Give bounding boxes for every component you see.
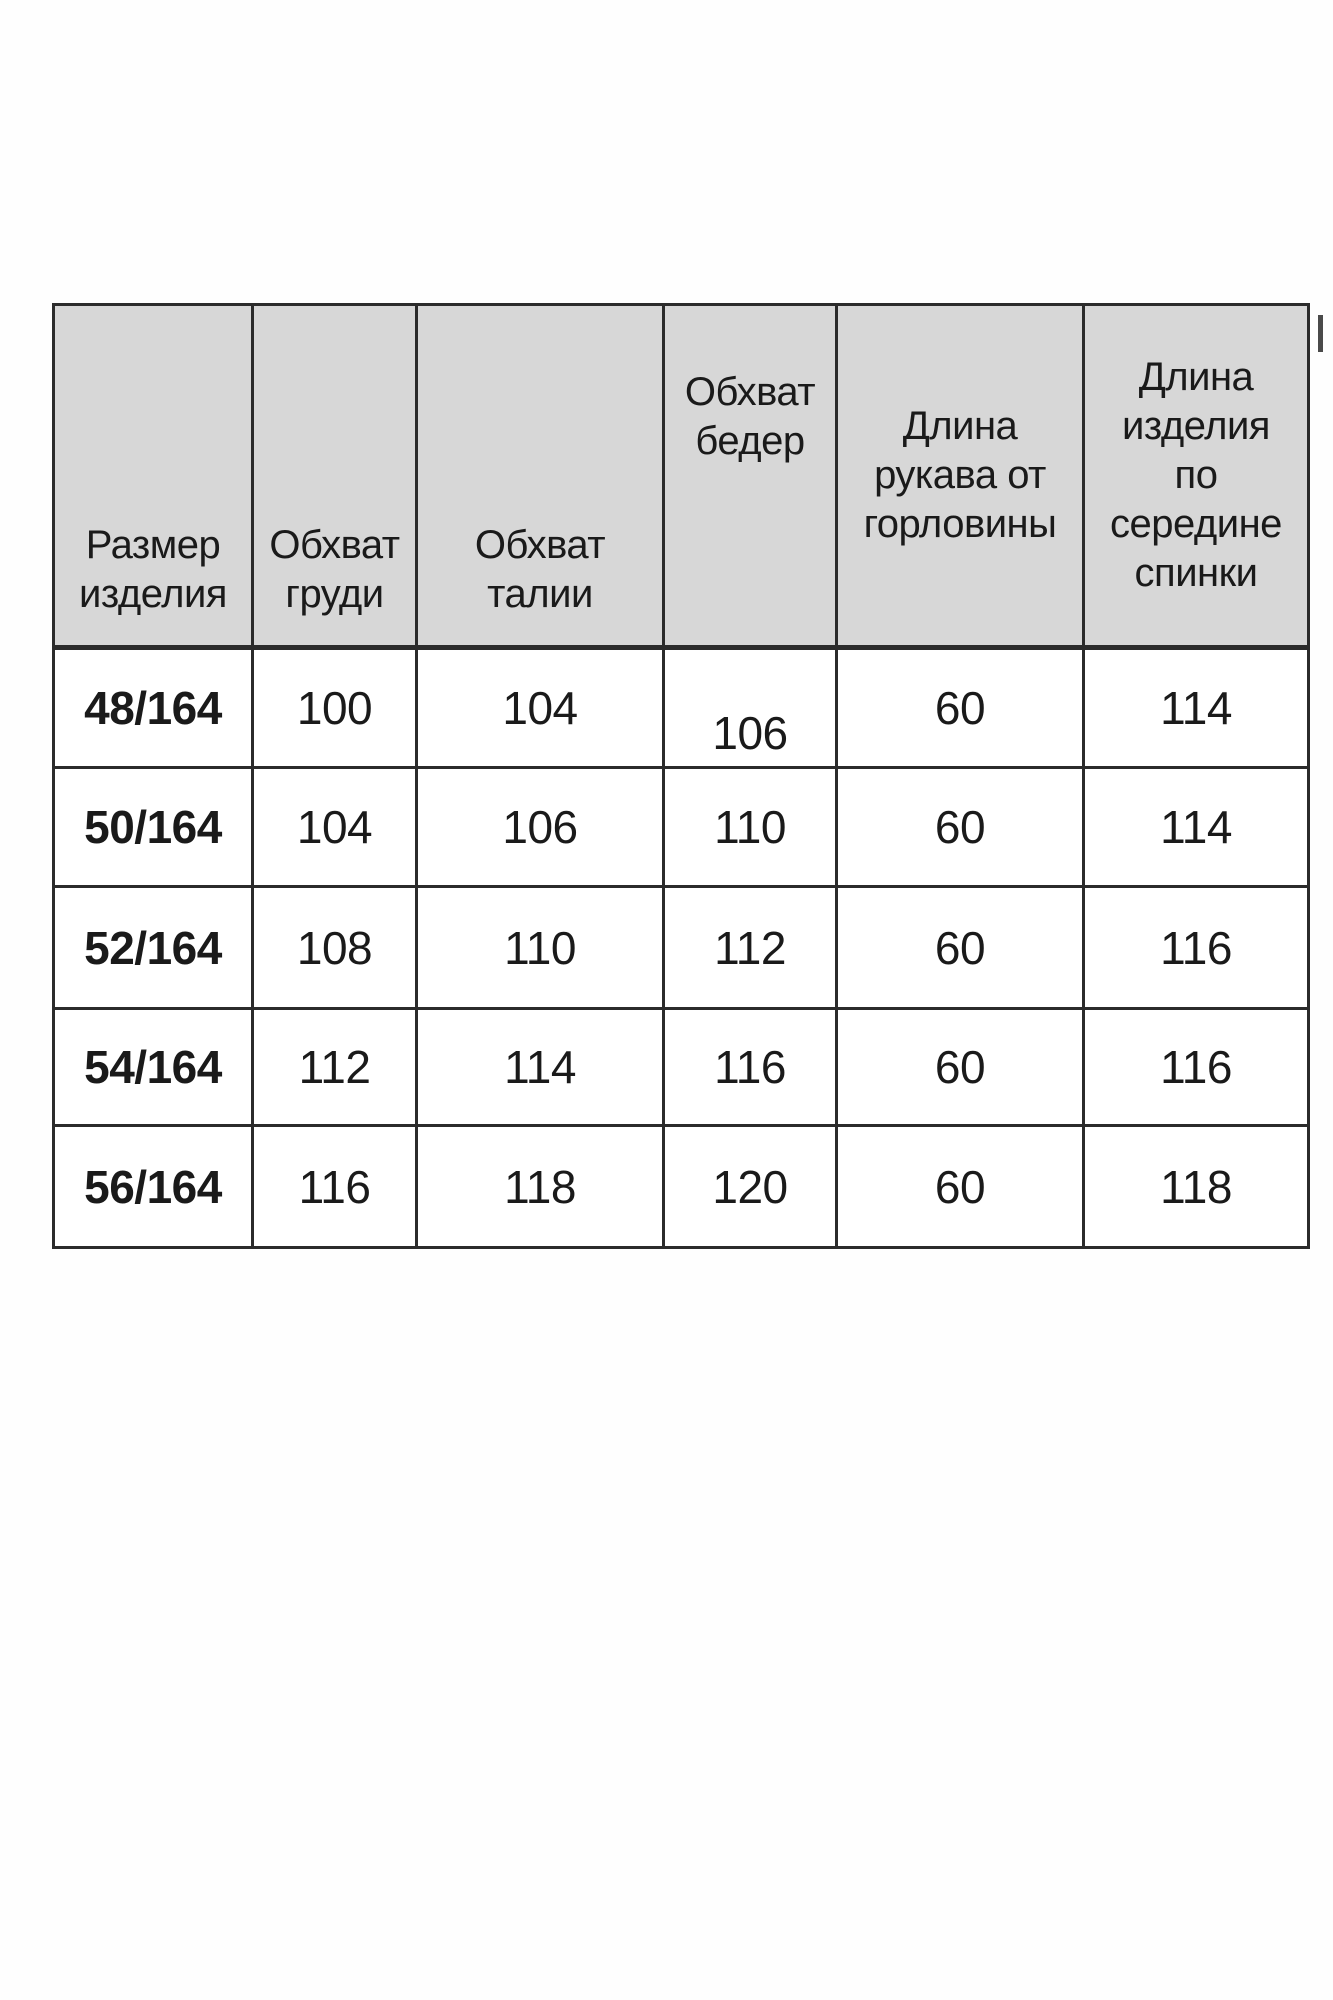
cell-size: 54/164 — [52, 1007, 254, 1127]
cell-back-length: 114 — [1082, 646, 1310, 769]
cell-sleeve: 60 — [835, 1007, 1085, 1127]
cell-chest: 104 — [251, 766, 418, 888]
cell-chest: 112 — [251, 1007, 418, 1127]
cell-hips: 106 — [662, 646, 838, 769]
cell-size: 56/164 — [52, 1124, 254, 1249]
cell-hips: 112 — [662, 885, 838, 1010]
cell-chest: 116 — [251, 1124, 418, 1249]
cell-sleeve: 60 — [835, 885, 1085, 1010]
cell-waist: 114 — [415, 1007, 665, 1127]
cell-sleeve: 60 — [835, 1124, 1085, 1249]
cell-hips: 120 — [662, 1124, 838, 1249]
cell-back-length: 116 — [1082, 1007, 1310, 1127]
header-sleeve-length: Длина рукава от горловины — [835, 303, 1085, 650]
cell-sleeve: 60 — [835, 766, 1085, 888]
cell-waist: 104 — [415, 646, 665, 769]
cell-hips: 110 — [662, 766, 838, 888]
table-row: 48/164 100 104 106 60 114 — [52, 646, 1310, 769]
table-row: 50/164 104 106 110 60 114 — [52, 766, 1310, 888]
cell-back-length: 116 — [1082, 885, 1310, 1010]
cell-back-length: 114 — [1082, 766, 1310, 888]
header-waist: Обхват талии — [415, 303, 665, 650]
cell-size: 52/164 — [52, 885, 254, 1010]
cell-waist: 118 — [415, 1124, 665, 1249]
header-hips: Обхват бедер — [662, 303, 838, 650]
cell-back-length: 118 — [1082, 1124, 1310, 1249]
size-chart-table: Размер изделия Обхват груди Обхват талии… — [52, 303, 1310, 1249]
table-row: 56/164 116 118 120 60 118 — [52, 1124, 1310, 1249]
cell-chest: 108 — [251, 885, 418, 1010]
cell-sleeve: 60 — [835, 646, 1085, 769]
cell-waist: 110 — [415, 885, 665, 1010]
header-product-size: Размер изделия — [52, 303, 254, 650]
cell-chest: 100 — [251, 646, 418, 769]
scan-artifact-mark — [1318, 315, 1323, 352]
header-chest: Обхват груди — [251, 303, 418, 650]
cell-size: 48/164 — [52, 646, 254, 769]
cell-size: 50/164 — [52, 766, 254, 888]
header-back-length: Длина изделия по середине спинки — [1082, 303, 1310, 650]
table-row: 54/164 112 114 116 60 116 — [52, 1007, 1310, 1127]
cell-hips: 116 — [662, 1007, 838, 1127]
size-chart-header-row: Размер изделия Обхват груди Обхват талии… — [52, 303, 1310, 650]
cell-waist: 106 — [415, 766, 665, 888]
table-row: 52/164 108 110 112 60 116 — [52, 885, 1310, 1010]
